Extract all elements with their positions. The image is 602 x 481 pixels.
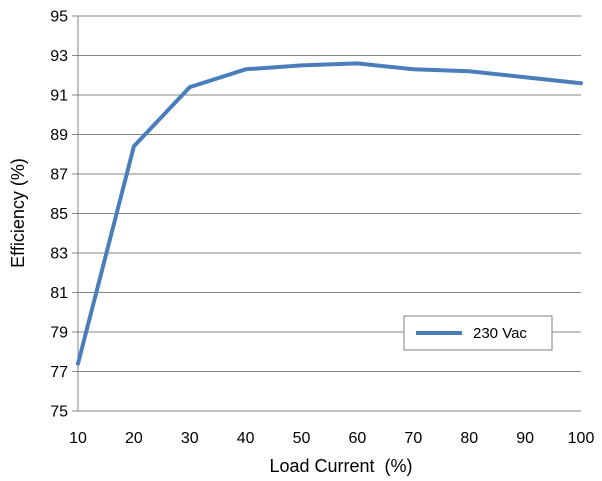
y-tick-label-77: 77 [50, 364, 68, 381]
grid-lines [72, 15, 581, 412]
y-tick-label-95: 95 [50, 9, 68, 26]
x-tick-label-100: 100 [568, 430, 595, 447]
y-tick-label-87: 87 [50, 167, 68, 184]
x-tick-label-30: 30 [181, 430, 199, 447]
series-line-0 [76, 61, 583, 366]
x-tick-labels: 10 20 30 40 50 60 70 80 90 100 [69, 430, 594, 447]
y-tick-label-79: 79 [50, 325, 68, 342]
x-tick-label-90: 90 [516, 430, 534, 447]
x-tick-label-40: 40 [237, 430, 255, 447]
legend-label-230vac: 230 Vac [473, 325, 527, 342]
y-tick-label-81: 81 [50, 285, 68, 302]
x-axis-title: Load Current (%) [269, 456, 412, 476]
x-tick-label-70: 70 [404, 430, 422, 447]
x-tick-label-50: 50 [293, 430, 311, 447]
y-tick-label-75: 75 [50, 404, 68, 421]
series-layer [76, 61, 583, 366]
y-tick-label-85: 85 [50, 206, 68, 223]
y-tick-label-91: 91 [50, 88, 68, 105]
y-tick-labels: 75 77 79 81 83 85 87 89 91 93 95 [50, 9, 68, 421]
y-tick-label-83: 83 [50, 246, 68, 263]
x-tick-label-20: 20 [125, 430, 143, 447]
legend: 230 Vac [403, 315, 553, 351]
y-tick-label-93: 93 [50, 48, 68, 65]
y-tick-label-89: 89 [50, 127, 68, 144]
x-tick-label-10: 10 [69, 430, 87, 447]
x-tick-label-80: 80 [460, 430, 478, 447]
x-tick-label-60: 60 [349, 430, 367, 447]
y-axis-title: Efficiency (%) [8, 158, 28, 268]
